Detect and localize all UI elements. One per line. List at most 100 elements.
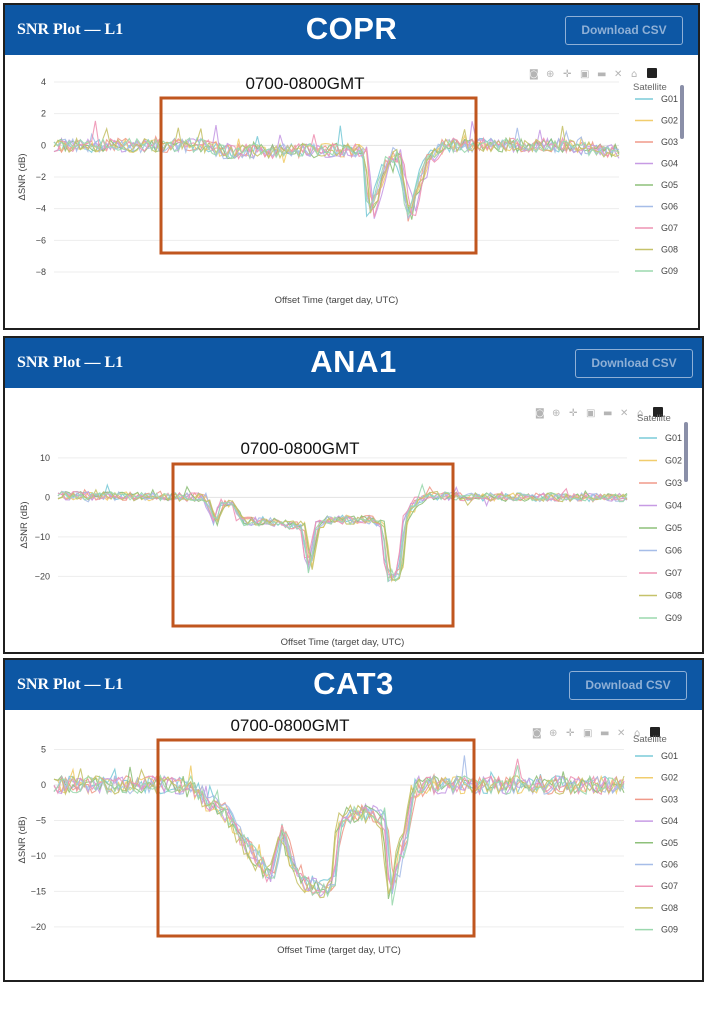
legend-item-g09: G09 <box>665 613 682 623</box>
legend-item-g04: G04 <box>661 816 678 826</box>
legend-item-g01: G01 <box>665 433 682 443</box>
legend-title: Satellite <box>633 734 667 745</box>
y-tick-label: 5 <box>41 745 46 755</box>
x-axis-title: Offset Time (target day, UTC) <box>281 637 405 648</box>
grid-lines <box>58 457 627 577</box>
time-window-box <box>171 462 455 628</box>
y-tick-label: −20 <box>35 571 50 581</box>
snr-panel-cat3: SNR Plot — L1 CAT3 Download CSV 5 0 −5 −10 −… <box>3 658 704 982</box>
legend-item-g07: G07 <box>661 223 678 233</box>
legend-item-g01: G01 <box>661 751 678 761</box>
x-axis-title: Offset Time (target day, UTC) <box>275 295 399 306</box>
time-window-label: 0700-0800GMT <box>245 74 364 93</box>
y-tick-label: 0 <box>41 780 46 790</box>
series-line-g07 <box>53 120 620 218</box>
y-tick-label: −6 <box>36 235 46 245</box>
home-icon: ⌂ <box>631 69 637 80</box>
snr-panel-ana1: SNR Plot — L1 ANA1 Download CSV 10 0 −10 −2… <box>3 336 704 654</box>
series-lines <box>53 755 625 906</box>
legend: G01 G02 G03 G04 G05 G06 G07 G08 G09 <box>639 433 682 623</box>
legend-item-g08: G08 <box>661 245 678 255</box>
snr-panel-copr: SNR Plot — L1 COPR Download CSV 4 2 0 −2 −4 −… <box>3 3 700 330</box>
x-axis-title: Offset Time (target day, UTC) <box>277 945 401 956</box>
series-line-g08 <box>53 125 620 214</box>
series-line-g06 <box>53 127 620 220</box>
series-line-g04 <box>53 774 625 898</box>
zoom-in-icon: ▣ <box>580 69 589 80</box>
y-tick-label: −10 <box>31 851 46 861</box>
legend-item-g02: G02 <box>661 773 678 783</box>
y-tick-label: 0 <box>45 492 50 502</box>
plotly-logo-icon <box>653 407 663 417</box>
panel-header: SNR Plot — L1 COPR Download CSV <box>5 5 698 55</box>
y-tick-label: 0 <box>41 140 46 150</box>
panel-title: SNR Plot — L1 <box>17 21 124 38</box>
legend: G01 G02 G03 G04 G05 G06 G07 G08 G09 <box>635 751 678 935</box>
zoom-icon: ⊕ <box>546 69 554 80</box>
y-tick-label: −5 <box>36 815 46 825</box>
legend-item-g06: G06 <box>665 546 682 556</box>
station-name: ANA1 <box>310 344 397 379</box>
legend-item-g08: G08 <box>661 903 678 913</box>
y-axis-title: ΔSNR (dB) <box>17 154 28 201</box>
y-tick-label: −8 <box>36 267 46 277</box>
legend-item-g03: G03 <box>661 137 678 147</box>
pan-icon: ✛ <box>563 69 572 80</box>
panel-header: SNR Plot — L1 ANA1 Download CSV <box>5 338 702 388</box>
legend-item-g06: G06 <box>661 860 678 870</box>
legend-item-g04: G04 <box>661 159 678 169</box>
legend-item-g01: G01 <box>661 94 678 104</box>
snr-chart-ana1: 10 0 −10 −20 ΔSNR (dB) Offset Time (target da… <box>19 407 688 648</box>
plotly-logo-icon <box>647 68 657 78</box>
time-window-label: 0700-0800GMT <box>240 439 359 458</box>
zoom-in-icon: ▣ <box>586 408 595 419</box>
legend: G01 G02 G03 G04 G05 G06 G07 G08 G09 <box>635 94 678 276</box>
legend-title: Satellite <box>633 82 667 93</box>
download-csv-button[interactable]: Download CSV <box>565 16 683 45</box>
series-line-g08 <box>57 488 628 582</box>
legend-item-g03: G03 <box>661 794 678 804</box>
station-name: CAT3 <box>313 666 394 701</box>
download-csv-button[interactable]: Download CSV <box>569 671 687 700</box>
legend-item-g08: G08 <box>665 591 682 601</box>
legend-item-g09: G09 <box>661 925 678 935</box>
legend-item-g07: G07 <box>661 881 678 891</box>
zoom-out-icon: ▬ <box>597 69 606 80</box>
legend-item-g05: G05 <box>661 838 678 848</box>
series-line-g09 <box>53 765 625 906</box>
camera-icon: ◙ <box>535 408 545 419</box>
station-name: COPR <box>305 11 398 46</box>
y-axis-title: ΔSNR (dB) <box>17 817 28 864</box>
y-tick-label: −10 <box>35 532 50 542</box>
zoom-icon: ⊕ <box>549 728 557 739</box>
zoom-icon: ⊕ <box>552 408 560 419</box>
zoom-in-icon: ▣ <box>583 728 592 739</box>
legend-item-g02: G02 <box>665 456 682 466</box>
time-window-box <box>156 738 476 938</box>
y-axis-title: ΔSNR (dB) <box>19 502 30 549</box>
legend-item-g05: G05 <box>665 523 682 533</box>
series-line-g09 <box>57 483 628 583</box>
y-tick-label: 4 <box>41 77 46 87</box>
pan-icon: ✛ <box>566 728 575 739</box>
zoom-out-icon: ▬ <box>603 408 612 419</box>
time-window-box <box>159 96 478 255</box>
legend-item-g02: G02 <box>661 116 678 126</box>
series-line-g09 <box>53 137 620 218</box>
snr-chart-cat3: 5 0 −5 −10 −15 −20 ΔSNR (dB) Offset Time (targe… <box>17 716 678 956</box>
series-lines <box>57 483 628 583</box>
y-tick-label: −20 <box>31 922 46 932</box>
legend-item-g04: G04 <box>665 501 682 511</box>
home-icon: ⌂ <box>634 728 640 739</box>
download-csv-button[interactable]: Download CSV <box>575 349 693 378</box>
series-line-g05 <box>57 485 628 581</box>
y-tick-label: −15 <box>31 886 46 896</box>
panel-title: SNR Plot — L1 <box>17 676 124 693</box>
series-line-g01 <box>53 125 620 218</box>
legend-scrollbar <box>684 422 688 482</box>
legend-item-g06: G06 <box>661 202 678 212</box>
pan-icon: ✛ <box>569 408 578 419</box>
series-line-g03 <box>57 485 628 582</box>
series-lines <box>53 120 620 222</box>
y-tick-label: 2 <box>41 109 46 119</box>
